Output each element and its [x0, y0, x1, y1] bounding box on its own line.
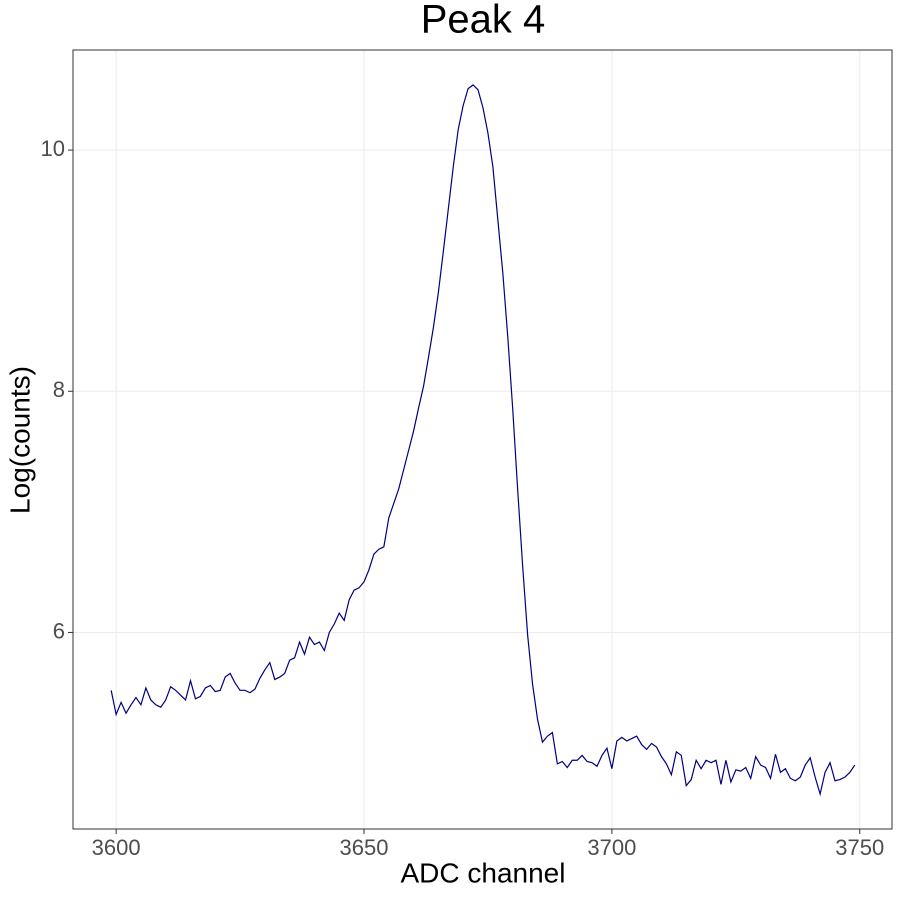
y-tick-label: 10 — [41, 136, 65, 161]
y-axis-label: Log(counts) — [4, 366, 35, 514]
x-axis-label: ADC channel — [401, 857, 566, 888]
panel-border — [72, 49, 893, 830]
x-tick-label: 3650 — [340, 835, 389, 860]
x-tick-label: 3750 — [835, 835, 884, 860]
y-tick-label: 6 — [53, 618, 65, 643]
chart-title: Peak 4 — [421, 0, 546, 42]
data-line — [110, 84, 856, 797]
x-tick-label: 3700 — [587, 835, 636, 860]
y-tick-label: 8 — [53, 377, 65, 402]
x-tick-label: 3600 — [92, 835, 141, 860]
